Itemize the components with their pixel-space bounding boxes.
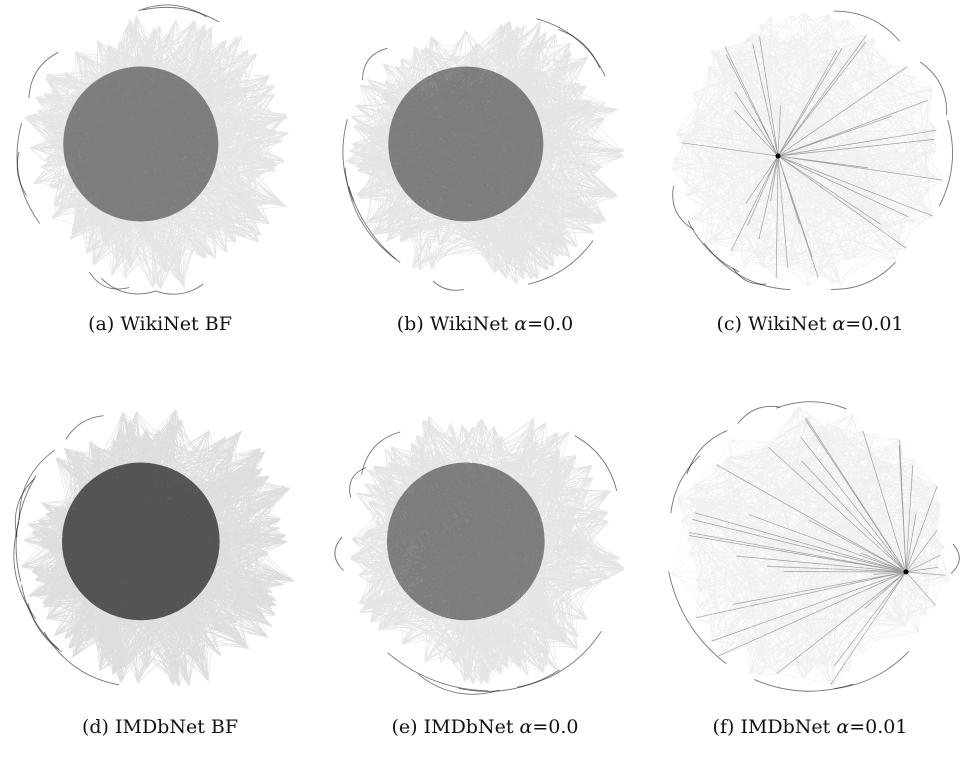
alpha-symbol: α: [519, 716, 533, 738]
network-graph-imdbnet-alpha-0: [334, 415, 625, 695]
outer-arc: [349, 467, 367, 498]
outer-arc: [527, 240, 594, 285]
outer-arc: [830, 261, 896, 290]
outer-arc: [687, 220, 739, 273]
panel-e: (e) IMDbNet α=0.0: [325, 395, 645, 763]
panel-d: (d) IMDbNet BF: [0, 395, 320, 763]
outer-arc: [672, 185, 694, 230]
dense-core: [61, 462, 220, 621]
caption-method: BF: [204, 313, 232, 335]
panel-c: (c) WikiNet α=0.01: [650, 0, 970, 370]
panel-b: (b) WikiNet α=0.0: [325, 0, 645, 370]
caption-label: (c): [716, 313, 742, 335]
outer-arc: [668, 571, 727, 665]
caption-name: WikiNet: [429, 313, 509, 335]
hub-node: [903, 569, 909, 575]
graph-edges: [345, 20, 625, 285]
outer-arc: [14, 478, 35, 538]
graph-edges: [24, 15, 289, 290]
outer-arc: [28, 52, 59, 98]
outer-arc: [833, 10, 900, 42]
outer-arc: [458, 669, 560, 692]
graph-edges: [671, 12, 944, 287]
outer-arc: [16, 151, 27, 196]
caption-c: (c) WikiNet α=0.01: [650, 312, 970, 336]
network-graph-wikinet-bf: [16, 4, 289, 295]
panel-f: (f) IMDbNet α=0.01: [650, 395, 970, 763]
graph-edges: [350, 415, 625, 685]
caption-name: IMDbNet: [740, 716, 831, 738]
caption-label: (d): [81, 716, 109, 738]
outer-arc: [732, 268, 767, 285]
caption-name: IMDbNet: [114, 716, 205, 738]
outer-arc: [65, 415, 104, 440]
outer-arc: [16, 123, 41, 224]
outer-arc: [417, 673, 500, 695]
edge-layer: [334, 415, 625, 695]
outer-arc: [138, 4, 207, 18]
edge-layer: [13, 409, 295, 687]
caption-alpha-value: =0.01: [849, 716, 908, 738]
network-graph-imdbnet-bf: [13, 409, 295, 687]
outer-arc: [100, 277, 157, 295]
outer-arc: [27, 603, 62, 653]
alpha-symbol: α: [514, 313, 528, 335]
outer-arc: [670, 455, 701, 514]
caption-label: (a): [88, 313, 115, 335]
caption-label: (b): [396, 313, 424, 335]
outer-arc: [938, 119, 953, 207]
edge-layer: [668, 401, 960, 692]
graph-edges: [21, 409, 295, 687]
outer-arc: [334, 536, 344, 571]
caption-e: (e) IMDbNet α=0.0: [325, 715, 645, 739]
caption-name: WikiNet: [120, 313, 199, 335]
outer-arc: [387, 652, 489, 692]
graph-edges: [671, 406, 950, 688]
hub-edges: [681, 35, 943, 279]
caption-method: BF: [210, 716, 239, 738]
outer-arc: [362, 47, 388, 81]
outer-arc: [737, 405, 781, 424]
caption-name: IMDbNet: [423, 716, 514, 738]
outer-arc: [142, 6, 220, 23]
network-graph-imdbnet-alpha-001: [668, 401, 960, 692]
dense-core: [63, 66, 219, 222]
outer-arc: [18, 449, 56, 521]
outer-arc: [703, 242, 791, 291]
dense-core: [386, 462, 545, 621]
outer-arc: [88, 271, 130, 290]
outer-arc: [950, 544, 960, 574]
alpha-symbol: α: [832, 313, 846, 335]
outer-arc: [536, 18, 606, 77]
caption-b: (b) WikiNet α=0.0: [325, 312, 645, 336]
network-graph-wikinet-alpha-0: [342, 18, 625, 291]
outer-arc: [754, 679, 854, 692]
outer-arc: [155, 283, 204, 295]
outer-arc: [834, 651, 910, 690]
panel-a: (a) WikiNet BF: [0, 0, 320, 370]
hub-node: [775, 153, 781, 159]
caption-f: (f) IMDbNet α=0.01: [650, 715, 970, 739]
outer-arc: [686, 430, 728, 475]
caption-d: (d) IMDbNet BF: [0, 715, 320, 739]
caption-a: (a) WikiNet BF: [0, 312, 320, 336]
caption-name: WikiNet: [748, 313, 827, 335]
alpha-symbol: α: [836, 716, 850, 738]
outer-arc: [432, 280, 464, 291]
edge-layer: [16, 4, 289, 295]
hub-edges: [688, 417, 946, 685]
caption-alpha-value: =0.0: [527, 313, 574, 335]
outer-arc: [776, 401, 847, 410]
network-graph-wikinet-alpha-001: [671, 10, 953, 291]
dense-core: [388, 66, 544, 222]
outer-arc: [342, 119, 355, 202]
caption-label: (f): [712, 716, 735, 738]
edge-layer: [671, 10, 953, 291]
caption-alpha-value: =0.01: [845, 313, 904, 335]
outer-arc: [574, 435, 618, 492]
outer-arc: [920, 61, 948, 116]
edge-layer: [342, 18, 625, 291]
caption-label: (e): [391, 716, 418, 738]
caption-alpha-value: =0.0: [532, 716, 579, 738]
